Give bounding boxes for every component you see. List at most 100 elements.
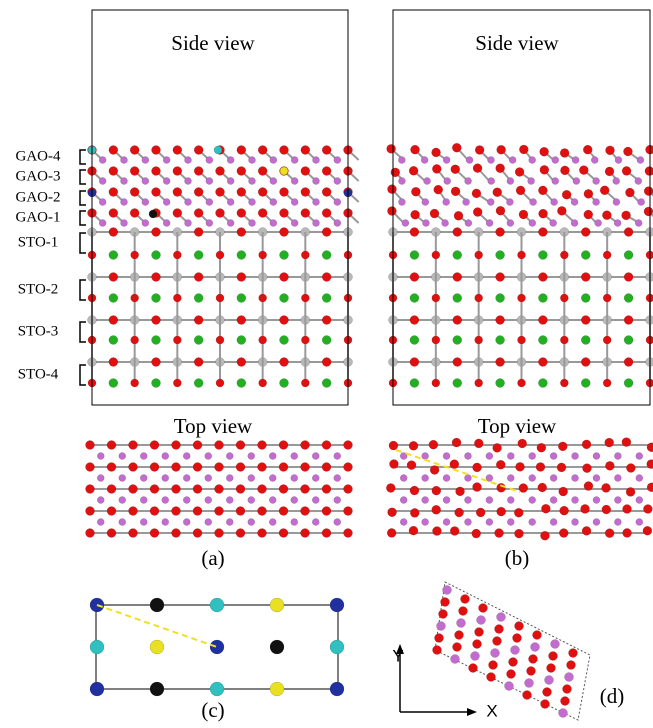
atom — [301, 529, 310, 538]
atom — [237, 228, 246, 237]
atom — [249, 178, 256, 185]
atom — [86, 441, 95, 450]
atom — [119, 453, 126, 460]
atom — [270, 682, 284, 696]
atom — [86, 463, 95, 472]
atom — [422, 497, 429, 504]
atom — [259, 294, 267, 302]
atom — [334, 157, 341, 164]
atom — [119, 519, 126, 526]
atom — [258, 209, 267, 218]
atom — [237, 167, 246, 176]
atom — [496, 206, 505, 215]
atom — [391, 168, 400, 177]
atom — [97, 519, 104, 526]
atom — [330, 682, 344, 696]
atom — [613, 178, 620, 185]
atom — [389, 441, 398, 450]
atom — [636, 453, 643, 460]
atom — [109, 294, 118, 303]
atom — [550, 519, 557, 526]
atom — [540, 147, 549, 156]
atom — [109, 316, 118, 325]
top-view-a: Top view — [174, 414, 253, 438]
atom — [322, 316, 331, 325]
atom — [562, 190, 571, 199]
atom — [539, 209, 548, 218]
atom — [475, 251, 483, 259]
atom — [163, 157, 170, 164]
atom — [90, 682, 104, 696]
atom — [572, 519, 579, 526]
atom — [643, 526, 652, 535]
atom — [215, 485, 224, 494]
atom — [270, 220, 277, 227]
atom — [216, 379, 224, 387]
atom — [279, 441, 288, 450]
atom — [571, 220, 578, 227]
atom — [152, 228, 161, 237]
atom — [605, 438, 614, 447]
atom — [605, 167, 614, 176]
atom — [291, 519, 298, 526]
atom — [280, 273, 289, 282]
atom — [152, 336, 161, 345]
atom — [140, 475, 147, 482]
atom — [472, 189, 481, 198]
atom — [450, 460, 459, 469]
atom — [572, 157, 579, 164]
atom — [216, 209, 225, 218]
atom — [291, 199, 298, 206]
atom — [466, 157, 473, 164]
atom — [150, 640, 164, 654]
atom — [645, 167, 653, 176]
atom — [439, 610, 448, 619]
atom — [214, 146, 222, 154]
atom — [226, 497, 233, 504]
atom — [569, 649, 578, 658]
atom — [626, 463, 635, 472]
atom — [464, 519, 471, 526]
atom — [291, 157, 298, 164]
atom — [258, 529, 267, 538]
atom — [615, 157, 622, 164]
atom — [538, 294, 547, 303]
atom — [464, 453, 471, 460]
atom — [486, 497, 493, 504]
atom — [236, 485, 245, 494]
atom — [291, 475, 298, 482]
atom — [206, 178, 213, 185]
atom — [194, 209, 203, 218]
atom — [409, 441, 418, 450]
atom — [511, 646, 520, 655]
atom — [334, 199, 341, 206]
layer-label: GAO-2 — [16, 189, 61, 205]
atom — [344, 485, 353, 494]
atom — [593, 453, 600, 460]
atom — [280, 316, 289, 325]
atom — [322, 507, 331, 516]
atom — [518, 379, 526, 387]
atom — [647, 483, 653, 492]
atom — [496, 228, 505, 237]
atom — [121, 220, 128, 227]
atom — [525, 679, 534, 688]
atom — [624, 228, 633, 237]
atom — [581, 294, 590, 303]
atom — [473, 208, 482, 217]
atom — [453, 228, 462, 237]
atom — [538, 251, 547, 260]
atom — [551, 640, 560, 649]
atom — [488, 157, 495, 164]
atom — [322, 441, 331, 450]
atom — [173, 167, 182, 176]
atom — [279, 485, 288, 494]
atom — [543, 688, 552, 697]
atom — [549, 652, 558, 661]
atom — [172, 529, 181, 538]
atom — [529, 453, 536, 460]
layer-label: GAO-1 — [16, 209, 61, 225]
atom — [330, 598, 344, 612]
atom — [550, 220, 557, 227]
atom — [518, 439, 527, 448]
